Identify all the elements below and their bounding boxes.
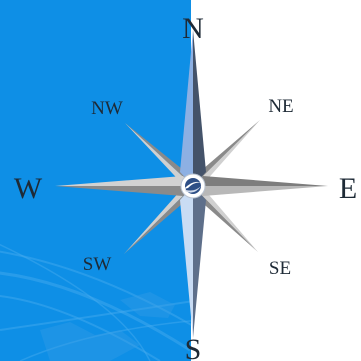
label-west: W	[14, 172, 43, 205]
point-southeast	[189, 186, 258, 252]
point-northwest	[125, 123, 197, 186]
point-west	[55, 176, 193, 186]
globe-swoosh-icon	[180, 173, 206, 199]
background-land-shapes	[40, 292, 175, 361]
label-southwest: SW	[83, 254, 112, 275]
label-east: E	[339, 172, 357, 205]
diagonal-points	[124, 120, 260, 254]
label-south: S	[185, 333, 202, 361]
point-northeast	[193, 120, 260, 191]
vertical-needle	[180, 30, 206, 338]
label-north: N	[182, 12, 204, 45]
label-southeast: SE	[269, 258, 291, 279]
point-southwest	[124, 181, 193, 254]
point-east	[193, 176, 328, 186]
point-north	[180, 30, 193, 186]
label-northwest: NW	[91, 98, 123, 119]
background-arcs	[0, 243, 191, 361]
point-south	[180, 186, 193, 338]
horizontal-points	[55, 176, 328, 196]
label-northeast: NE	[268, 96, 293, 117]
